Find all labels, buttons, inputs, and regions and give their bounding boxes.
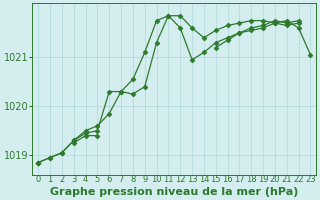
X-axis label: Graphe pression niveau de la mer (hPa): Graphe pression niveau de la mer (hPa) [50,187,299,197]
